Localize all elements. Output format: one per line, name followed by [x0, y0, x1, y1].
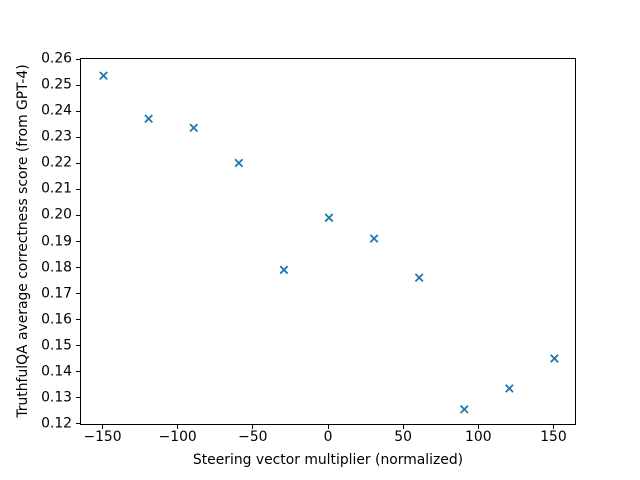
x-tick-mark — [102, 425, 104, 429]
data-point-marker — [234, 158, 244, 168]
x-tick-mark — [477, 425, 479, 429]
y-tick-mark — [76, 241, 80, 242]
data-point-marker — [550, 354, 559, 363]
x-tick-label: −150 — [83, 429, 122, 445]
data-point-marker — [369, 234, 379, 243]
y-tick-mark — [76, 293, 80, 295]
data-point-marker — [459, 404, 469, 414]
scatter-points-layer — [99, 71, 559, 414]
y-tick-label: 0.21 — [41, 180, 72, 197]
y-tick-mark — [76, 371, 80, 373]
y-axis-label: TruthfulQA average correctness score (fr… — [15, 64, 31, 418]
x-tick-label: −50 — [238, 429, 268, 445]
y-tick-mark — [76, 345, 80, 347]
y-tick-label: 0.23 — [41, 128, 72, 145]
x-tick-mark — [552, 425, 554, 429]
y-tick-mark — [76, 423, 80, 425]
y-tick-mark — [76, 84, 80, 86]
data-point-marker — [144, 114, 153, 124]
x-tick-label: 100 — [465, 429, 492, 445]
data-point-marker — [324, 213, 334, 223]
y-tick-label: 0.26 — [41, 50, 72, 67]
x-tick-mark — [327, 425, 329, 429]
y-tick-label: 0.12 — [41, 415, 72, 432]
y-tick-label: 0.19 — [41, 232, 72, 249]
y-tick-mark — [76, 188, 80, 190]
y-tick-label: 0.20 — [41, 206, 72, 223]
x-axis-label: Steering vector multiplier (normalized) — [192, 452, 464, 468]
data-point-marker — [505, 384, 514, 393]
x-tick-label: 150 — [540, 429, 567, 445]
y-tick-mark — [76, 319, 80, 321]
y-tick-mark — [76, 162, 80, 164]
y-tick-mark — [76, 110, 80, 112]
data-point-marker — [99, 71, 108, 81]
y-tick-label: 0.25 — [41, 76, 72, 93]
y-tick-label: 0.24 — [41, 102, 72, 119]
y-tick-label: 0.22 — [41, 154, 72, 171]
x-tick-label: −100 — [158, 429, 197, 445]
y-tick-mark — [76, 58, 80, 60]
y-tick-mark — [76, 267, 80, 269]
y-tick-mark — [76, 397, 80, 399]
x-tick-mark — [402, 425, 404, 429]
data-point-marker — [189, 123, 199, 133]
y-tick-label: 0.18 — [41, 258, 72, 275]
x-tick-label: 0 — [323, 429, 333, 445]
y-tick-label: 0.17 — [41, 284, 72, 301]
y-tick-label: 0.16 — [41, 311, 72, 328]
y-tick-label: 0.14 — [41, 363, 72, 380]
data-point-marker — [414, 273, 424, 283]
x-tick-label: 50 — [394, 429, 412, 445]
x-tick-mark — [252, 425, 254, 429]
plot-area — [80, 58, 576, 425]
y-tick-mark — [76, 214, 80, 216]
y-tick-label: 0.13 — [41, 389, 72, 406]
data-point-marker — [279, 265, 289, 275]
y-tick-mark — [76, 136, 80, 138]
x-tick-mark — [177, 425, 179, 429]
y-tick-label: 0.15 — [41, 337, 72, 354]
